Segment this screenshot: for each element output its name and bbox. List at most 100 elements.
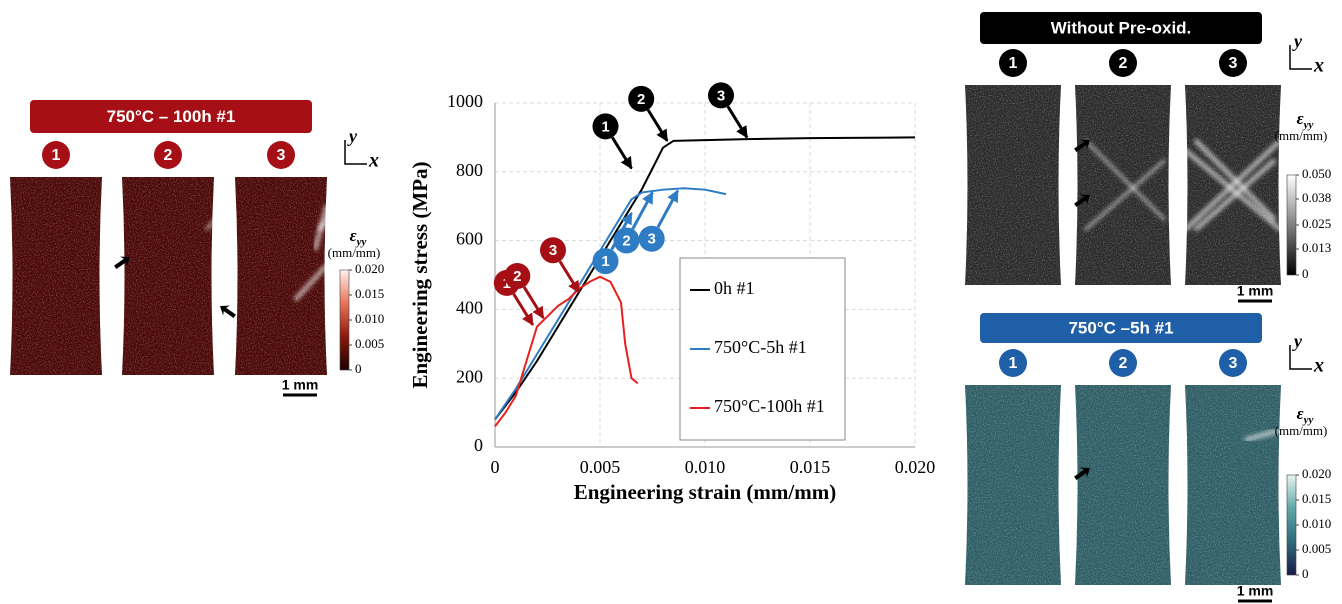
- x-tick-label: 0.010: [685, 457, 726, 477]
- annotation-arrow: [646, 109, 669, 142]
- colorbar-tick-label: 0.020: [355, 261, 384, 276]
- colorbar-tick-label: 0.010: [1302, 516, 1331, 531]
- annotation-arrow: [611, 136, 633, 170]
- annotation-label: 2: [622, 232, 630, 249]
- colorbar-tick-label: 0.015: [355, 286, 384, 301]
- pointer-arrow: [1074, 467, 1090, 480]
- strain-texture: [10, 177, 102, 375]
- colorbar-symbol-sub: yy: [1302, 414, 1314, 426]
- colorbar-tick-label: 0: [1302, 566, 1309, 581]
- colorbar: [339, 269, 350, 371]
- series-line: [494, 136, 916, 421]
- annotation-badge: [592, 113, 619, 140]
- strain-texture: [1075, 85, 1171, 285]
- shear-band: [1183, 148, 1283, 232]
- panel-title: 750°C –5h #1: [1068, 318, 1173, 337]
- shear-band: [293, 263, 329, 302]
- step-label: 3: [1229, 55, 1238, 72]
- strain-texture: [965, 385, 1061, 585]
- annotation-badge: [638, 225, 665, 252]
- legend-label: 750°C-5h #1: [714, 337, 807, 357]
- axes-icon: [1289, 345, 1312, 370]
- step-badge: [1219, 349, 1247, 377]
- legend-label: 750°C-100h #1: [714, 396, 825, 416]
- annotation-badge: [628, 85, 655, 112]
- colorbar-symbol-sub: yy: [1302, 119, 1314, 131]
- colorbar-tick-label: 0.020: [1302, 466, 1331, 481]
- panel-banner: [980, 313, 1262, 343]
- y-tick-label: 400: [456, 298, 483, 318]
- step-badge: [1109, 349, 1137, 377]
- colorbar-unit: (mm/mm): [1275, 423, 1328, 438]
- axis-x-symbol: x: [368, 150, 379, 172]
- y-tick-label: 800: [456, 160, 483, 180]
- scale-label: 1 mm: [282, 377, 319, 393]
- colorbar-tick-label: 0: [355, 361, 362, 376]
- annotation-arrow: [656, 189, 680, 229]
- axis-y-symbol: y: [1292, 31, 1303, 51]
- shear-band: [312, 204, 330, 251]
- annotation-badge: [592, 248, 619, 275]
- axes-icon: [1289, 45, 1312, 70]
- annotation-label: 1: [601, 118, 609, 135]
- axis-y-symbol: y: [1292, 331, 1303, 351]
- colorbar-tick-label: 0.005: [355, 336, 384, 351]
- annotation-label: 3: [717, 87, 725, 104]
- annotation-badge: [540, 237, 566, 264]
- step-badge: [42, 141, 70, 169]
- axis-y-symbol: y: [347, 126, 358, 146]
- axes-icon: [344, 140, 367, 165]
- colorbar-tick-label: 0.015: [1302, 491, 1331, 506]
- colorbar-symbol-main: ε: [1297, 109, 1304, 128]
- colorbar-unit: (mm/mm): [1275, 128, 1328, 143]
- annotation-arrow: [522, 286, 545, 320]
- axis-x-symbol: x: [1313, 55, 1324, 77]
- step-badge: [267, 141, 295, 169]
- legend-label: 0h #1: [714, 278, 755, 298]
- colorbar: [1286, 174, 1297, 276]
- step-label: 2: [1119, 55, 1128, 72]
- colorbar-symbol-main: ε: [350, 226, 357, 245]
- y-tick-label: 600: [456, 229, 483, 249]
- y-tick-label: 200: [456, 366, 483, 386]
- scale-label: 1 mm: [1237, 583, 1274, 599]
- annotation-arrow: [558, 260, 581, 294]
- step-badge: [1109, 49, 1137, 77]
- colorbar-symbol: εyy: [1297, 404, 1314, 426]
- colorbar-symbol-sub: yy: [355, 236, 367, 248]
- y-tick-label: 1000: [447, 91, 483, 111]
- series-line: [494, 275, 639, 427]
- x-tick-label: 0: [491, 457, 500, 477]
- colorbar-symbol: εyy: [1297, 109, 1314, 131]
- x-tick-label: 0.020: [895, 457, 936, 477]
- step-badge: [1219, 49, 1247, 77]
- strain-texture: [1075, 385, 1171, 585]
- panel-title: 750°C – 100h #1: [107, 107, 236, 126]
- shear-band: [1244, 427, 1282, 443]
- x-tick-label: 0.015: [790, 457, 831, 477]
- colorbar-tick-label: 0.038: [1302, 190, 1331, 205]
- series-line: [494, 187, 727, 421]
- step-label: 3: [1229, 355, 1238, 372]
- pointer-arrow: [1074, 194, 1090, 207]
- annotation-label: 3: [648, 231, 656, 248]
- step-label: 2: [164, 147, 173, 164]
- pointer-arrow: [1074, 139, 1090, 152]
- shear-band: [1193, 158, 1277, 232]
- shear-band: [325, 247, 387, 293]
- shear-band: [1183, 138, 1283, 232]
- x-tick-label: 0.005: [580, 457, 621, 477]
- annotation-label: 3: [549, 242, 557, 259]
- axis-x-symbol: x: [1313, 355, 1324, 377]
- shear-band: [1084, 158, 1166, 232]
- annotation-label: 1: [601, 253, 609, 270]
- panel-title: Without Pre-oxid.: [1051, 18, 1192, 37]
- colorbar-tick-label: 0: [1302, 266, 1309, 281]
- panel-banner: [30, 100, 312, 133]
- shear-band: [1083, 138, 1167, 222]
- pointer-arrow: [220, 305, 236, 318]
- step-label: 3: [277, 147, 286, 164]
- annotation-badge: [613, 227, 640, 254]
- colorbar-tick-label: 0.010: [355, 311, 384, 326]
